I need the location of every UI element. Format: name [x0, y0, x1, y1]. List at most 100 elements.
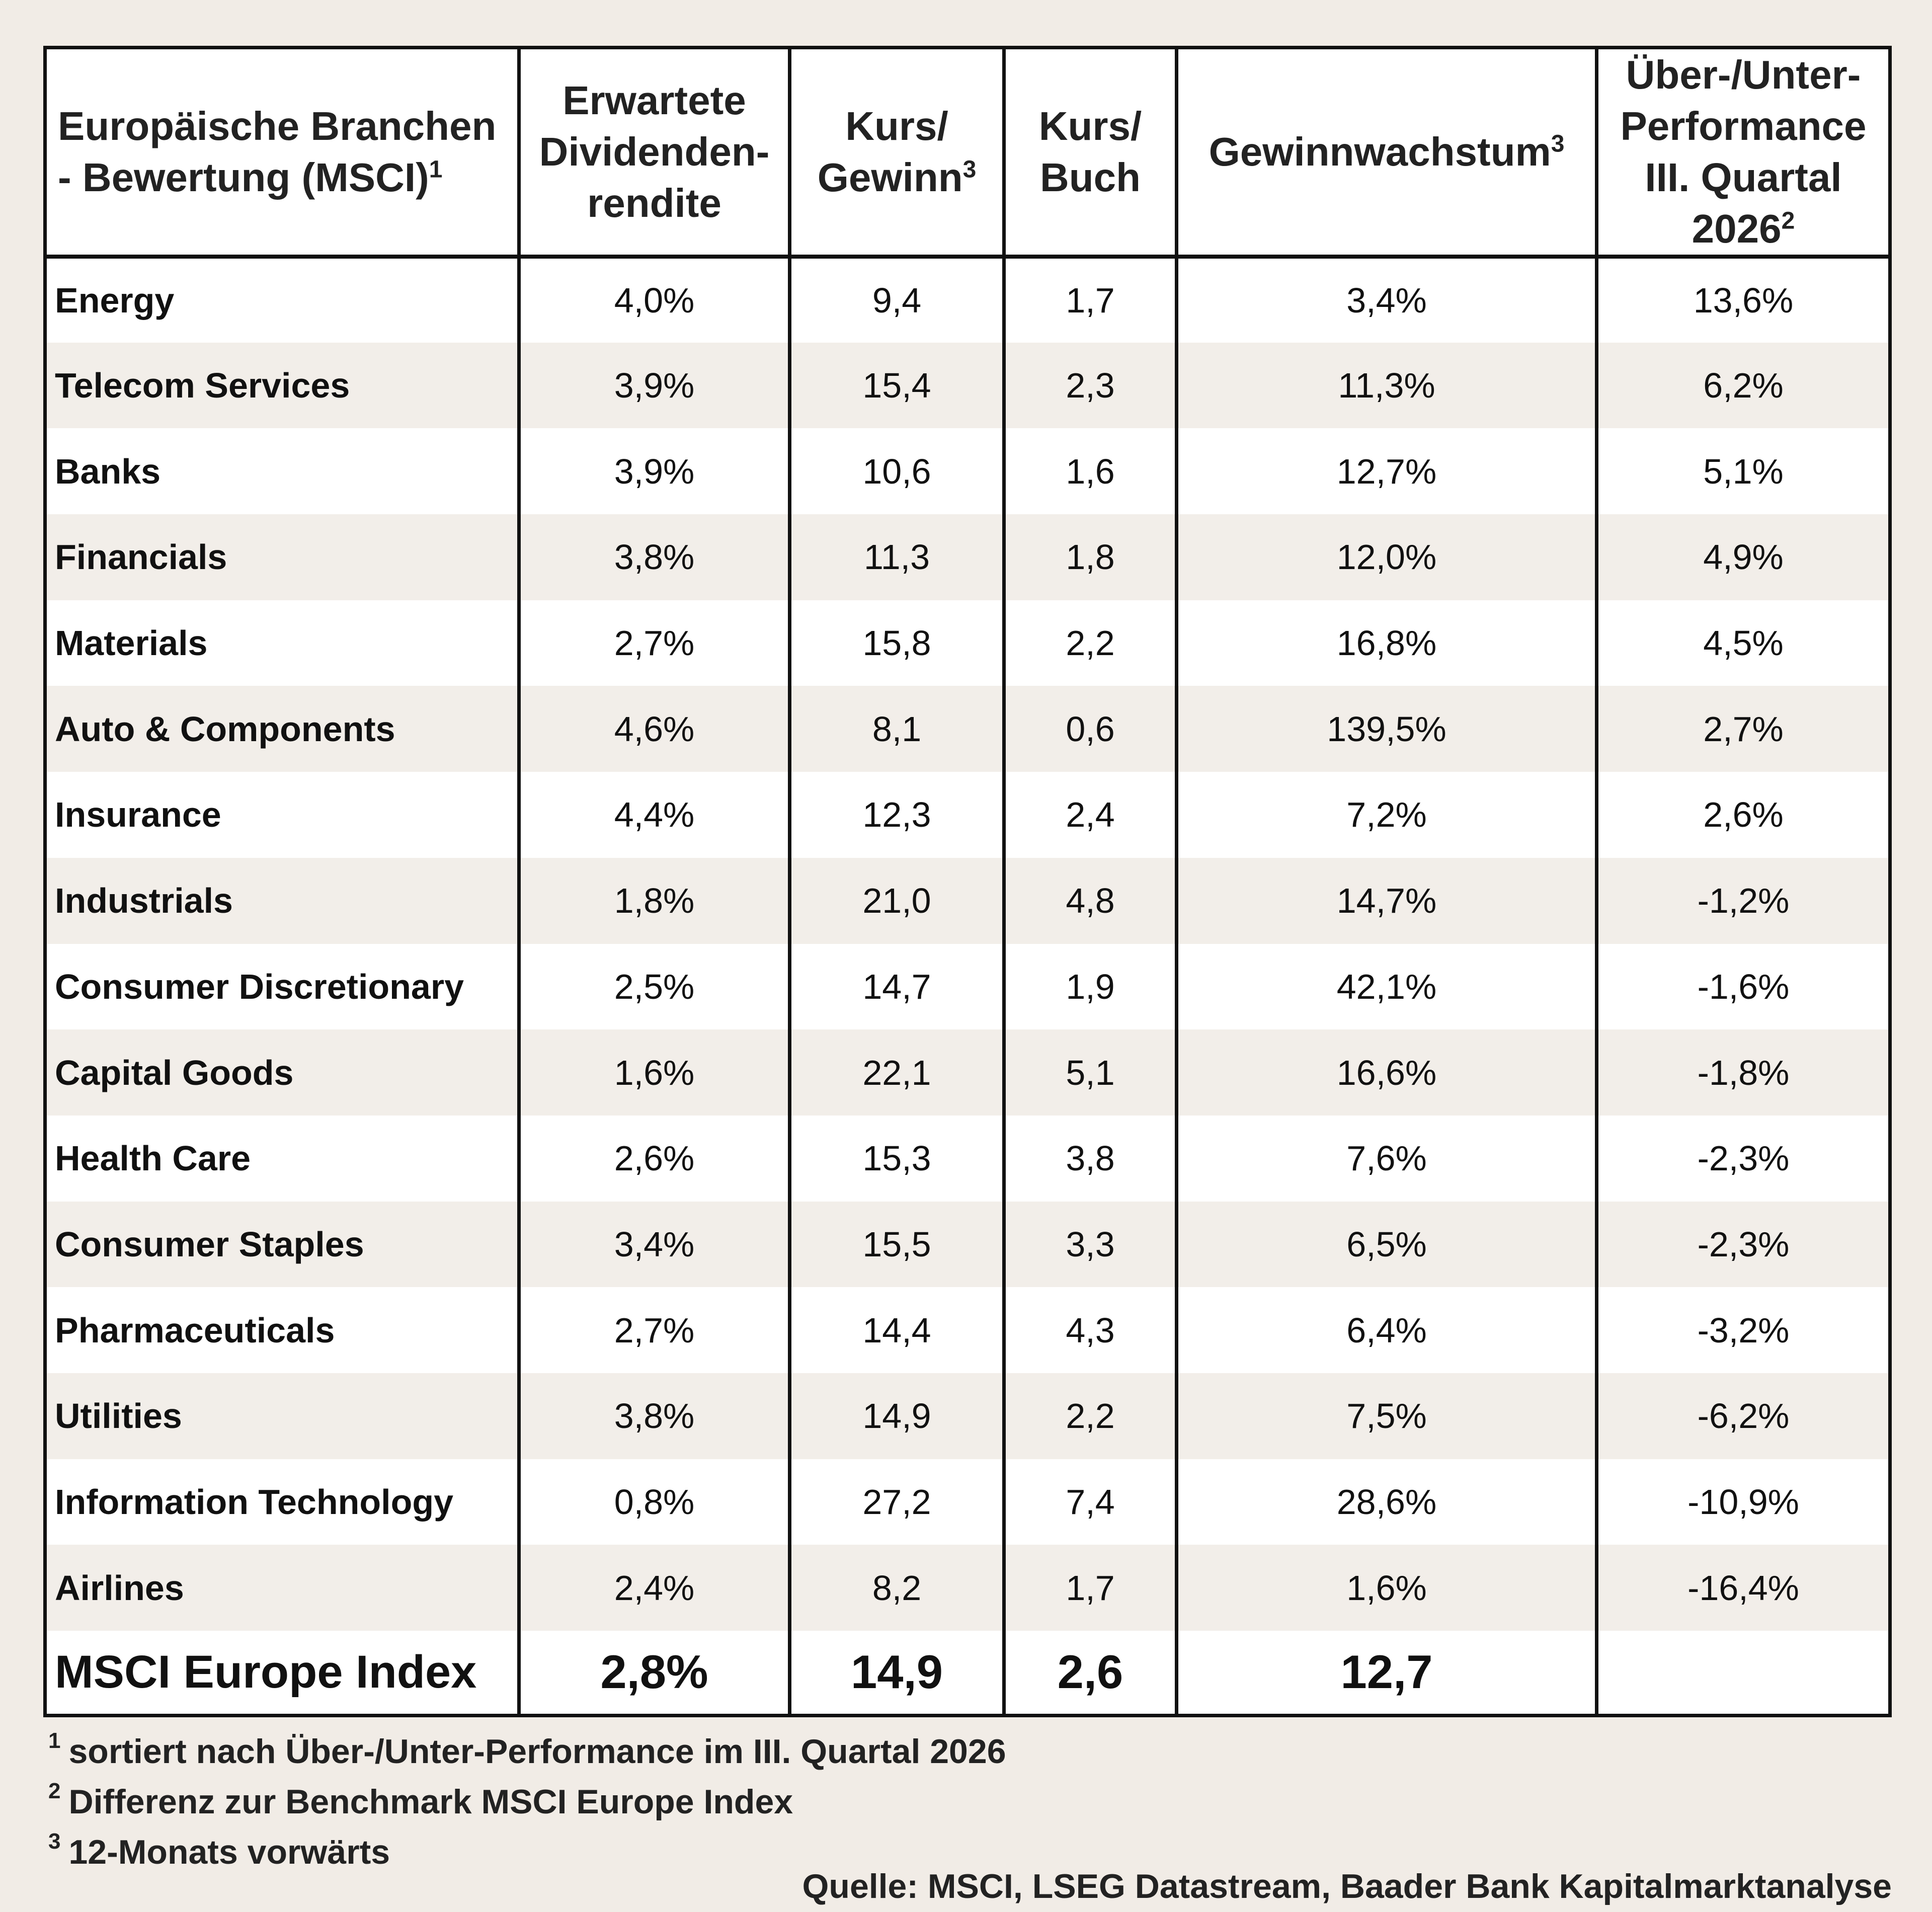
summary-row: MSCI Europe Index 2,8% 14,9 2,6 12,7: [45, 1631, 1890, 1715]
sector-name-cell: Pharmaceuticals: [45, 1287, 519, 1373]
column-header-label-line: Buch: [1040, 155, 1141, 200]
summary-cell: 2,6: [1002, 1631, 1177, 1715]
summary-cell: 12,7: [1175, 1631, 1597, 1715]
table-row: Information Technology 0,8% 27,2 7,4 28,6% -1…: [45, 1459, 1890, 1545]
price-earnings-cell: 15,4: [788, 342, 1004, 429]
price-book-cell: 2,4: [1002, 772, 1177, 858]
footnotes: 1 sortiert nach Über-/Unter-Performance i…: [48, 1716, 1890, 1871]
sector-name-cell: Information Technology: [45, 1459, 519, 1545]
price-book-cell: 0,6: [1002, 686, 1177, 772]
table-row: Consumer Discretionary 2,5% 14,7 1,9 42,1% -1…: [45, 943, 1890, 1030]
column-header-label-line: III. Quartal: [1645, 155, 1842, 200]
price-book-cell: 1,7: [1002, 1545, 1177, 1631]
sector-name-cell: Consumer Discretionary: [45, 943, 519, 1030]
price-book-cell: 3,3: [1002, 1201, 1177, 1288]
sector-name-cell: Utilities: [45, 1373, 519, 1459]
earnings-growth-cell: 42,1%: [1175, 943, 1597, 1030]
performance-cell: 2,7%: [1595, 686, 1890, 772]
price-earnings-cell: 9,4: [788, 257, 1004, 343]
footnote-mark: 2: [48, 1779, 61, 1803]
table-row: Industrials 1,8% 21,0 4,8 14,7% -1,2%: [45, 857, 1890, 944]
earnings-growth-cell: 3,4%: [1175, 257, 1597, 343]
summary-cell: [1595, 1631, 1890, 1715]
earnings-growth-cell: 28,6%: [1175, 1459, 1597, 1545]
price-earnings-cell: 8,2: [788, 1545, 1004, 1631]
footnote-text: sortiert nach Über-/Unter-Performance im…: [68, 1732, 1006, 1771]
dividend-yield-cell: 3,4%: [517, 1201, 790, 1288]
column-header-label-line: - Bewertung (MSCI): [58, 155, 429, 200]
earnings-growth-cell: 139,5%: [1175, 686, 1597, 772]
price-book-cell: 7,4: [1002, 1459, 1177, 1545]
earnings-growth-cell: 12,7%: [1175, 428, 1597, 515]
earnings-growth-cell: 7,5%: [1175, 1373, 1597, 1459]
sector-name-cell: Airlines: [45, 1545, 519, 1631]
dividend-yield-cell: 3,9%: [517, 342, 790, 429]
table-row: Auto & Components 4,6% 8,1 0,6 139,5% 2,7%: [45, 686, 1890, 772]
column-header-label-line: Gewinn: [817, 155, 963, 200]
column-header-label-line: rendite: [587, 181, 721, 225]
earnings-growth-cell: 6,4%: [1175, 1287, 1597, 1373]
performance-cell: -10,9%: [1595, 1459, 1890, 1545]
sector-name-cell: Insurance: [45, 772, 519, 858]
footnote-3: 3 12-Monats vorwärts: [48, 1816, 1890, 1871]
source-note: Quelle: MSCI, LSEG Datastream, Baader Ba…: [802, 1867, 1892, 1905]
column-header-note: 3: [1551, 130, 1565, 157]
performance-cell: -16,4%: [1595, 1545, 1890, 1631]
column-header-label-line: 2026: [1692, 206, 1782, 251]
price-earnings-cell: 22,1: [788, 1029, 1004, 1116]
dividend-yield-cell: 0,8%: [517, 1459, 790, 1545]
column-header-price-earnings: Kurs/Gewinn3: [788, 47, 1004, 259]
table-row: Airlines 2,4% 8,2 1,7 1,6% -16,4%: [45, 1545, 1890, 1631]
footnote-mark: 1: [48, 1728, 61, 1753]
price-earnings-cell: 14,4: [788, 1287, 1004, 1373]
column-header-note: 1: [429, 156, 443, 183]
earnings-growth-cell: 16,6%: [1175, 1029, 1597, 1116]
column-header-dividend-yield: Erwartete Dividenden-rendite: [517, 47, 790, 259]
footnote-text: 12-Monats vorwärts: [68, 1833, 390, 1871]
price-earnings-cell: 14,9: [788, 1373, 1004, 1459]
earnings-growth-cell: 14,7%: [1175, 857, 1597, 944]
price-book-cell: 1,9: [1002, 943, 1177, 1030]
earnings-growth-cell: 16,8%: [1175, 600, 1597, 686]
price-book-cell: 4,8: [1002, 857, 1177, 944]
performance-cell: 2,6%: [1595, 772, 1890, 858]
column-header-label-line: Dividenden-: [539, 129, 770, 174]
performance-cell: -2,3%: [1595, 1115, 1890, 1202]
table-row: Health Care 2,6% 15,3 3,8 7,6% -2,3%: [45, 1115, 1890, 1202]
performance-cell: -1,8%: [1595, 1029, 1890, 1116]
column-header-earnings-growth: Gewinnwachstum3: [1175, 47, 1597, 259]
table-row: Energy 4,0% 9,4 1,7 3,4% 13,6%: [45, 257, 1890, 343]
summary-label-cell: MSCI Europe Index: [45, 1631, 519, 1715]
table-row: Pharmaceuticals 2,7% 14,4 4,3 6,4% -3,2%: [45, 1287, 1890, 1373]
table-row: Financials 3,8% 11,3 1,8 12,0% 4,9%: [45, 514, 1890, 600]
dividend-yield-cell: 1,6%: [517, 1029, 790, 1116]
dividend-yield-cell: 3,8%: [517, 514, 790, 600]
price-book-cell: 2,2: [1002, 1373, 1177, 1459]
dividend-yield-cell: 3,9%: [517, 428, 790, 515]
performance-cell: -1,6%: [1595, 943, 1890, 1030]
performance-cell: 5,1%: [1595, 428, 1890, 515]
dividend-yield-cell: 4,0%: [517, 257, 790, 343]
price-earnings-cell: 27,2: [788, 1459, 1004, 1545]
valuation-table-container: Europäische Branchen - Bewertung (MSCI)1 …: [43, 46, 1892, 1717]
footnote-text: Differenz zur Benchmark MSCI Europe Inde…: [68, 1783, 793, 1821]
sector-name-cell: Energy: [45, 257, 519, 343]
performance-cell: -3,2%: [1595, 1287, 1890, 1373]
column-header-sector: Europäische Branchen - Bewertung (MSCI)1: [45, 47, 519, 259]
table-row: Materials 2,7% 15,8 2,2 16,8% 4,5%: [45, 600, 1890, 686]
dividend-yield-cell: 3,8%: [517, 1373, 790, 1459]
performance-cell: -1,2%: [1595, 857, 1890, 944]
performance-cell: -6,2%: [1595, 1373, 1890, 1459]
sector-name-cell: Financials: [45, 514, 519, 600]
dividend-yield-cell: 4,4%: [517, 772, 790, 858]
earnings-growth-cell: 6,5%: [1175, 1201, 1597, 1288]
performance-cell: -2,3%: [1595, 1201, 1890, 1288]
price-book-cell: 3,8: [1002, 1115, 1177, 1202]
column-header-price-book: Kurs/Buch: [1002, 47, 1177, 259]
sector-valuation-table: Europäische Branchen - Bewertung (MSCI)1 …: [43, 46, 1892, 1717]
dividend-yield-cell: 2,6%: [517, 1115, 790, 1202]
column-header-note: 3: [962, 156, 977, 183]
dividend-yield-cell: 2,7%: [517, 1287, 790, 1373]
price-earnings-cell: 11,3: [788, 514, 1004, 600]
earnings-growth-cell: 1,6%: [1175, 1545, 1597, 1631]
